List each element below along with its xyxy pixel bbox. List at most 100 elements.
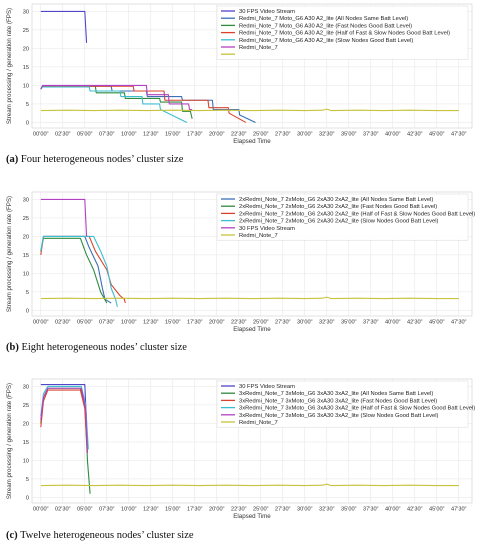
legend-entry: Redmi_Note_7 Moto_G6 A30 A2_lite (Fast N…	[239, 23, 412, 29]
x-tick-label: 20'00"	[209, 132, 225, 138]
x-tick-label: 10'00"	[121, 320, 137, 326]
caption-b-text: Eight heterogeneous nodes’ cluster size	[21, 342, 187, 353]
y-tick-label: 30	[23, 384, 29, 390]
y-tick-label: 10	[23, 83, 29, 89]
x-tick-label: 35'00"	[341, 320, 357, 326]
caption-c-text: Twelve heterogeneous nodes’ cluster size	[20, 530, 194, 541]
legend-entry: Redmi_Note_7	[239, 420, 278, 426]
x-tick-label: 27'30"	[275, 507, 291, 513]
x-tick-label: 05'00"	[77, 507, 93, 513]
x-tick-label: 30'00"	[297, 132, 313, 138]
legend-box	[216, 5, 469, 60]
series-line-7	[40, 108, 459, 112]
x-tick-label: 15'00"	[165, 507, 181, 513]
series-line-4	[40, 85, 247, 123]
x-axis-title: Elapsed Time	[233, 513, 271, 520]
x-tick-label: 32'30"	[319, 132, 335, 138]
legend-entry: 3xRedmi_Note_7 3xMoto_G6 3xA30 3xA2_lite…	[239, 413, 439, 419]
y-tick-label: 0	[26, 120, 29, 126]
x-tick-label: 20'00"	[209, 320, 225, 326]
y-tick-label: 25	[23, 28, 29, 34]
x-tick-label: 22'30"	[231, 132, 247, 138]
series-line-6	[40, 84, 193, 111]
y-tick-label: 0	[26, 495, 29, 501]
caption-b-label: (b)	[6, 342, 19, 353]
x-tick-label: 17'30"	[187, 507, 203, 513]
x-tick-label: 02'30"	[55, 320, 71, 326]
y-tick-label: 25	[23, 403, 29, 409]
x-tick-label: 32'30"	[319, 507, 335, 513]
caption-a: (a) Four heterogeneous nodes’ cluster si…	[6, 154, 183, 165]
x-tick-label: 45'00"	[429, 132, 445, 138]
x-tick-label: 17'30"	[187, 132, 203, 138]
x-tick-label: 22'30"	[231, 507, 247, 513]
x-tick-label: 40'00"	[385, 132, 401, 138]
x-axis-title: Elapsed Time	[233, 138, 271, 145]
x-tick-label: 02'30"	[55, 132, 71, 138]
caption-b: (b) Eight heterogeneous nodes’ cluster s…	[6, 342, 187, 353]
x-tick-label: 00'00"	[33, 320, 49, 326]
x-tick-label: 15'00"	[165, 132, 181, 138]
chart-a: 00'00" 02'30" 05'00" 07'30" 10'00" 12'30" 15'0…	[6, 3, 473, 145]
x-tick-label: 42'30"	[407, 320, 423, 326]
x-tick-label: 25'00"	[253, 132, 269, 138]
x-tick-label: 32'30"	[319, 320, 335, 326]
x-tick-label: 30'00"	[297, 320, 313, 326]
y-axis-title: Stream processing / generation rate (FPS…	[6, 196, 13, 312]
chart-c: 00'00" 02'30" 05'00" 07'30" 10'00" 12'30" 15'0…	[6, 378, 475, 520]
chart-b: 00'00" 02'30" 05'00" 07'30" 10'00" 12'30" 15'0…	[6, 191, 475, 333]
x-tick-label: 40'00"	[385, 507, 401, 513]
y-tick-label: 5	[26, 477, 29, 483]
y-axis-title: Stream processing / generation rate (FPS…	[6, 383, 13, 499]
x-tick-label: 40'00"	[385, 320, 401, 326]
legend-box	[216, 193, 469, 241]
y-tick-label: 30	[23, 197, 29, 203]
series-line-5	[40, 387, 88, 454]
x-tick-label: 07'30"	[99, 132, 115, 138]
y-tick-label: 25	[23, 216, 29, 222]
x-tick-label: 37'30"	[363, 320, 379, 326]
x-tick-label: 47'30"	[451, 320, 467, 326]
x-tick-label: 12'30"	[143, 320, 159, 326]
x-tick-label: 45'00"	[429, 320, 445, 326]
caption-a-text: Four heterogeneous nodes’ cluster size	[20, 154, 184, 165]
x-tick-label: 42'30"	[407, 132, 423, 138]
y-tick-label: 30	[23, 9, 29, 15]
x-tick-label: 12'30"	[143, 132, 159, 138]
legend-entry: 2xRedmi_Note_7 2xMoto_G6 2xA30 2xA2_lite…	[239, 197, 433, 203]
legend-entry: 3xRedmi_Note_7 3xMoto_G6 3xA30 3xA2_lite…	[239, 391, 433, 397]
legend-entry: 30 FPS Video Stream	[239, 384, 295, 390]
legend-entry: 30 FPS Video Stream	[239, 226, 295, 232]
y-tick-label: 10	[23, 271, 29, 277]
caption-c-label: (c)	[6, 530, 18, 541]
y-tick-label: 5	[26, 102, 29, 108]
series-line-5	[40, 86, 188, 123]
y-axis-title: Stream processing / generation rate (FPS…	[6, 8, 13, 124]
x-tick-label: 25'00"	[253, 507, 269, 513]
x-tick-label: 10'00"	[121, 132, 137, 138]
x-tick-label: 20'00"	[209, 507, 225, 513]
legend-entry: Redmi_Note_7 Moto_G6 A30 A2_lite (Slow N…	[239, 38, 413, 44]
x-tick-label: 47'30"	[451, 507, 467, 513]
y-tick-label: 20	[23, 46, 29, 52]
legend-entry: 3xRedmi_Note_7 3xMoto_G6 3xA30 3xA2_lite…	[239, 398, 437, 404]
x-tick-label: 17'30"	[187, 320, 203, 326]
x-tick-label: 22'30"	[231, 320, 247, 326]
chart-panel-c: 00'00" 02'30" 05'00" 07'30" 10'00" 12'30" 15'0…	[0, 375, 478, 525]
legend-entry: Redmi_Note_7 Moto_G6 A30 A2_lite (All No…	[239, 16, 408, 22]
x-tick-label: 30'00"	[297, 507, 313, 513]
x-tick-label: 35'00"	[341, 132, 357, 138]
x-tick-label: 02'30"	[55, 507, 71, 513]
legend-entry: 2xRedmi_Note_7 2xMoto_G6 2xA30 2xA2_lite…	[239, 211, 475, 217]
x-tick-label: 00'00"	[33, 132, 49, 138]
x-tick-label: 37'30"	[363, 132, 379, 138]
series-line-6	[40, 483, 459, 487]
legend-entry: 2xRedmi_Note_7 2xMoto_G6 2xA30 2xA2_lite…	[239, 204, 437, 210]
legend-entry: 2xRedmi_Note_7 2xMoto_G6 2xA30 2xA2_lite…	[239, 219, 439, 225]
series-line-1	[40, 10, 88, 43]
x-tick-label: 25'00"	[253, 320, 269, 326]
x-tick-label: 07'30"	[99, 507, 115, 513]
